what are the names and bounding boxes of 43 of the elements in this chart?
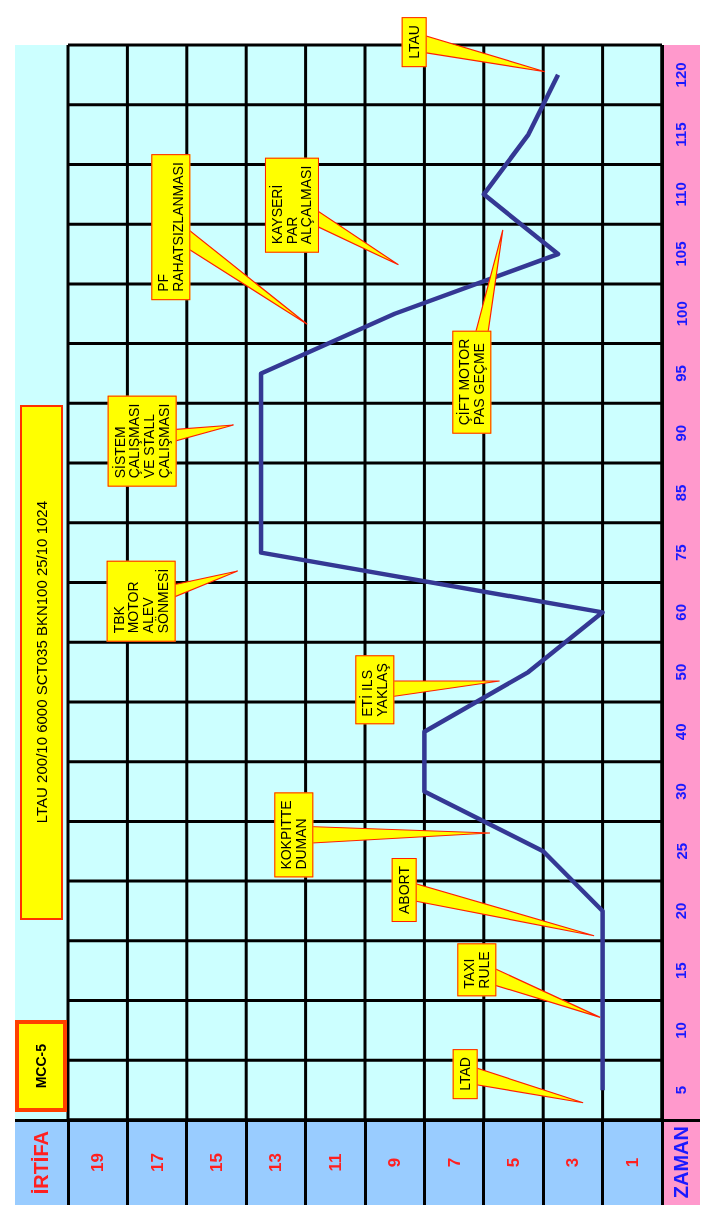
x-tick-label: 11 [325,1153,345,1172]
y-tick-label: 40 [672,723,690,741]
y-tick-label: 5 [672,1085,690,1095]
y-tick-label: 95 [672,365,690,382]
y-tick-label: 90 [672,424,690,442]
y-tick-label: 15 [672,962,690,980]
y-tick-label: 85 [672,484,690,502]
y-tick-label: 100 [672,301,690,327]
x-tick-label: 7 [444,1157,464,1168]
y-tick-label: 105 [672,241,690,267]
annotation: SİSTEM ÇALIŞMASI VE STALL ÇALIŞMASI [111,403,172,479]
annotation: ETİ ILS YAKLAŞ [359,663,390,717]
y-tick-label: 30 [672,783,690,800]
y-tick-label: 75 [672,544,690,561]
y-tick-label: 120 [672,62,690,88]
text: İRTİFA [30,1130,53,1195]
text: MCC-5 [33,1043,49,1089]
x-tick-label: 17 [147,1153,167,1172]
x-tick-label: 5 [504,1157,523,1168]
text: LTAU 200/10 6000 SCT035 BKN100 25/10 1024 [33,501,50,824]
y-tick-label: 60 [672,604,690,621]
y-tick-label: 10 [672,1022,690,1039]
y-tick-label: 20 [672,902,690,920]
x-tick-label: 15 [207,1153,226,1172]
annotation: LTAD [456,1057,473,1091]
annotation: PF RAHATSIZLANMASI [155,162,186,292]
x-tick-label: 3 [563,1157,583,1168]
annotation: LTAU [405,25,422,59]
y-tick-label: 110 [672,182,690,207]
x-tick-label: 9 [385,1157,405,1168]
annotation: KAYSERİ PAR ALÇALMASI [268,165,315,245]
annotation: TBK MOTOR ALEV SÖNMESİ [110,568,171,634]
y-axis-title: ZAMAN [669,1126,693,1199]
x-tick-label: 19 [88,1153,108,1172]
annotation: ÇİFT MOTOR PAS GEÇME [456,338,487,426]
annotation: KOKPITTE DUMAN [278,800,309,870]
x-tick-label: 1 [622,1157,642,1168]
y-tick-label: 115 [672,122,690,147]
annotation: ABORT [395,866,412,914]
x-tick-label: 13 [266,1153,286,1172]
y-tick-label: 25 [672,842,690,860]
annotation: TAXI RULE [461,951,492,989]
y-tick-label: 50 [672,663,690,681]
